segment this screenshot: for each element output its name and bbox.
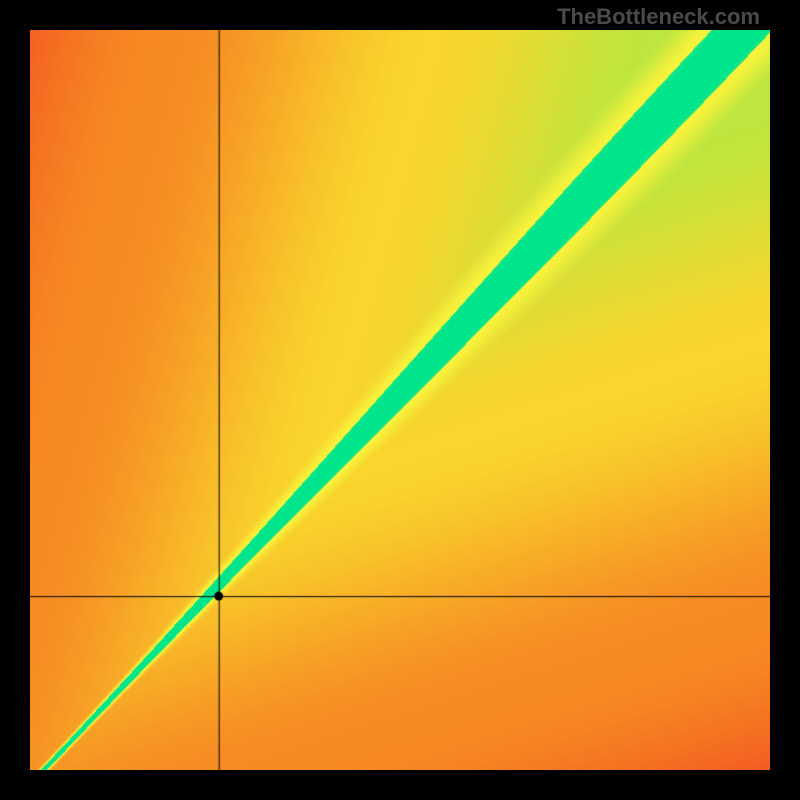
watermark-text: TheBottleneck.com	[557, 4, 760, 30]
heatmap-plot	[30, 30, 770, 770]
heatmap-canvas	[30, 30, 770, 770]
